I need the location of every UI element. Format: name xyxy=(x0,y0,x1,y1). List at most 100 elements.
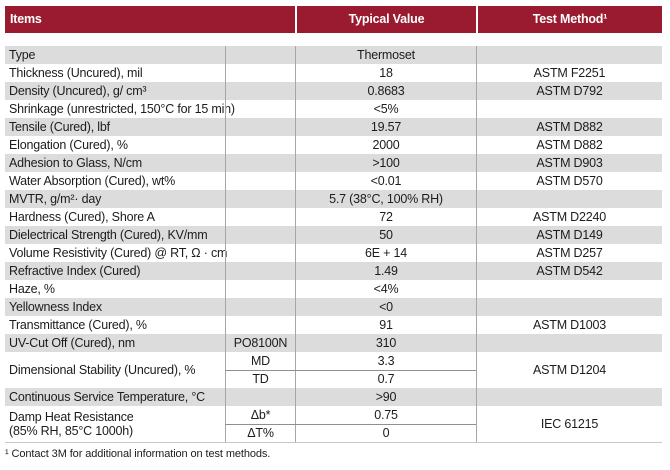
item-label: Hardness (Cured), Shore A xyxy=(9,210,155,224)
sub-label: TD xyxy=(225,371,295,388)
item-label: Transmittance (Cured), % xyxy=(9,318,147,332)
sub-row: TD 0.7 xyxy=(225,370,476,388)
item-label: Refractive Index (Cured) xyxy=(9,264,141,278)
test-method: ASTM D792 xyxy=(476,82,662,100)
sub-label xyxy=(225,82,295,100)
item-label: Haze, % xyxy=(9,282,55,296)
sub-label xyxy=(225,262,295,280)
typical-value: 91 xyxy=(295,316,476,334)
test-method xyxy=(476,190,662,208)
table-row: Density (Uncured), g/ cm³ 0.8683 ASTM D792 xyxy=(5,82,662,100)
table-row: Yellowness Index <0 xyxy=(5,298,662,316)
typical-value: 2000 xyxy=(295,136,476,154)
table-row: UV-Cut Off (Cured), nm PO8100N 310 xyxy=(5,334,662,352)
header-test-method: Test Method¹ xyxy=(476,6,662,33)
table-row: Adhesion to Glass, N/cm >100 ASTM D903 xyxy=(5,154,662,172)
typical-value: 19.57 xyxy=(295,118,476,136)
sub-label xyxy=(225,226,295,244)
table-row: MVTR, g/m²· day 5.7 (38°C, 100% RH) xyxy=(5,190,662,208)
sub-rows: Δb* 0.75 ΔT% 0 xyxy=(225,406,476,442)
test-method: ASTM D542 xyxy=(476,262,662,280)
table-row: Dielectrical Strength (Cured), KV/mm 50 AS… xyxy=(5,226,662,244)
item-label: Thickness (Uncured), mil xyxy=(9,66,143,80)
item-label: Shrinkage (unrestricted, 150°C for 15 mi… xyxy=(9,102,235,116)
typical-value: 6E + 14 xyxy=(295,244,476,262)
test-method: ASTM D882 xyxy=(476,118,662,136)
test-method: ASTM D1003 xyxy=(476,316,662,334)
test-method: ASTM F2251 xyxy=(476,64,662,82)
item-label: Yellowness Index xyxy=(9,300,102,314)
test-method: ASTM D903 xyxy=(476,154,662,172)
item-label: UV-Cut Off (Cured), nm xyxy=(9,336,135,350)
typical-value: >100 xyxy=(295,154,476,172)
typical-value: Thermoset xyxy=(295,46,476,64)
test-method: ASTM D1204 xyxy=(476,352,662,388)
sub-rows: MD 3.3 TD 0.7 xyxy=(225,352,476,388)
sub-row: MD 3.3 xyxy=(225,352,476,370)
sub-label xyxy=(225,136,295,154)
typical-value: 5.7 (38°C, 100% RH) xyxy=(295,190,476,208)
item-label: Tensile (Cured), lbf xyxy=(9,120,110,134)
item-label: Elongation (Cured), % xyxy=(9,138,128,152)
test-method: ASTM D257 xyxy=(476,244,662,262)
table-header-row: Items Typical Value Test Method¹ xyxy=(5,6,662,33)
item-label: Volume Resistivity (Cured) @ RT, Ω · cm xyxy=(9,246,228,260)
typical-value: 310 xyxy=(295,334,476,352)
header-items: Items xyxy=(10,12,42,26)
typical-value: >90 xyxy=(295,388,476,406)
typical-value: 50 xyxy=(295,226,476,244)
table-row: Water Absorption (Cured), wt% <0.01 ASTM D… xyxy=(5,172,662,190)
typical-value: 1.49 xyxy=(295,262,476,280)
typical-value: 0.8683 xyxy=(295,82,476,100)
sub-label xyxy=(225,154,295,172)
test-method xyxy=(476,334,662,352)
sub-label xyxy=(225,244,295,262)
sub-label xyxy=(225,64,295,82)
table-row: Volume Resistivity (Cured) @ RT, Ω · cm 6… xyxy=(5,244,662,262)
typical-value: <0 xyxy=(295,298,476,316)
sub-label: PO8100N xyxy=(225,334,295,352)
table-row: Type Thermoset xyxy=(5,46,662,64)
item-label: Water Absorption (Cured), wt% xyxy=(9,174,176,188)
test-method xyxy=(476,280,662,298)
typical-value: <0.01 xyxy=(295,172,476,190)
table-body: Type Thermoset Thickness (Uncured), mil 18 A… xyxy=(5,46,662,443)
test-method: IEC 61215 xyxy=(476,406,662,442)
test-method xyxy=(476,298,662,316)
table-row: Haze, % <4% xyxy=(5,280,662,298)
typical-value: 0.7 xyxy=(295,371,476,388)
sub-row: Δb* 0.75 xyxy=(225,406,476,424)
item-label: Dimensional Stability (Uncured), % xyxy=(9,363,196,377)
sub-label xyxy=(225,46,295,64)
sub-label xyxy=(225,316,295,334)
test-method: ASTM D570 xyxy=(476,172,662,190)
typical-value: 0 xyxy=(295,425,476,442)
table-row: Hardness (Cured), Shore A 72 ASTM D2240 xyxy=(5,208,662,226)
table-row: Tensile (Cured), lbf 19.57 ASTM D882 xyxy=(5,118,662,136)
sub-label xyxy=(225,388,295,406)
table-row: Transmittance (Cured), % 91 ASTM D1003 xyxy=(5,316,662,334)
test-method xyxy=(476,46,662,64)
header-typical-value: Typical Value xyxy=(295,6,476,33)
sub-label xyxy=(225,298,295,316)
item-label: Damp Heat Resistance (85% RH, 85°C 1000h… xyxy=(9,410,134,438)
typical-value: <5% xyxy=(295,100,476,118)
item-label: Dielectrical Strength (Cured), KV/mm xyxy=(9,228,208,242)
table-row: Elongation (Cured), % 2000 ASTM D882 xyxy=(5,136,662,154)
typical-value: 72 xyxy=(295,208,476,226)
typical-value: 18 xyxy=(295,64,476,82)
table-row: Thickness (Uncured), mil 18 ASTM F2251 xyxy=(5,64,662,82)
test-method: ASTM D882 xyxy=(476,136,662,154)
item-label: Density (Uncured), g/ cm³ xyxy=(9,84,147,98)
sub-label xyxy=(225,280,295,298)
footnote: ¹ Contact 3M for additional information … xyxy=(5,448,271,460)
item-label: MVTR, g/m²· day xyxy=(9,192,102,206)
test-method xyxy=(476,100,662,118)
typical-value: 0.75 xyxy=(295,406,476,424)
properties-table: Items Typical Value Test Method¹ Type The… xyxy=(5,6,662,443)
sub-label: MD xyxy=(225,352,295,370)
sub-row: ΔT% 0 xyxy=(225,424,476,442)
test-method xyxy=(476,388,662,406)
table-row: Shrinkage (unrestricted, 150°C for 15 mi… xyxy=(5,100,662,118)
table-row: Continuous Service Temperature, °C >90 xyxy=(5,388,662,406)
